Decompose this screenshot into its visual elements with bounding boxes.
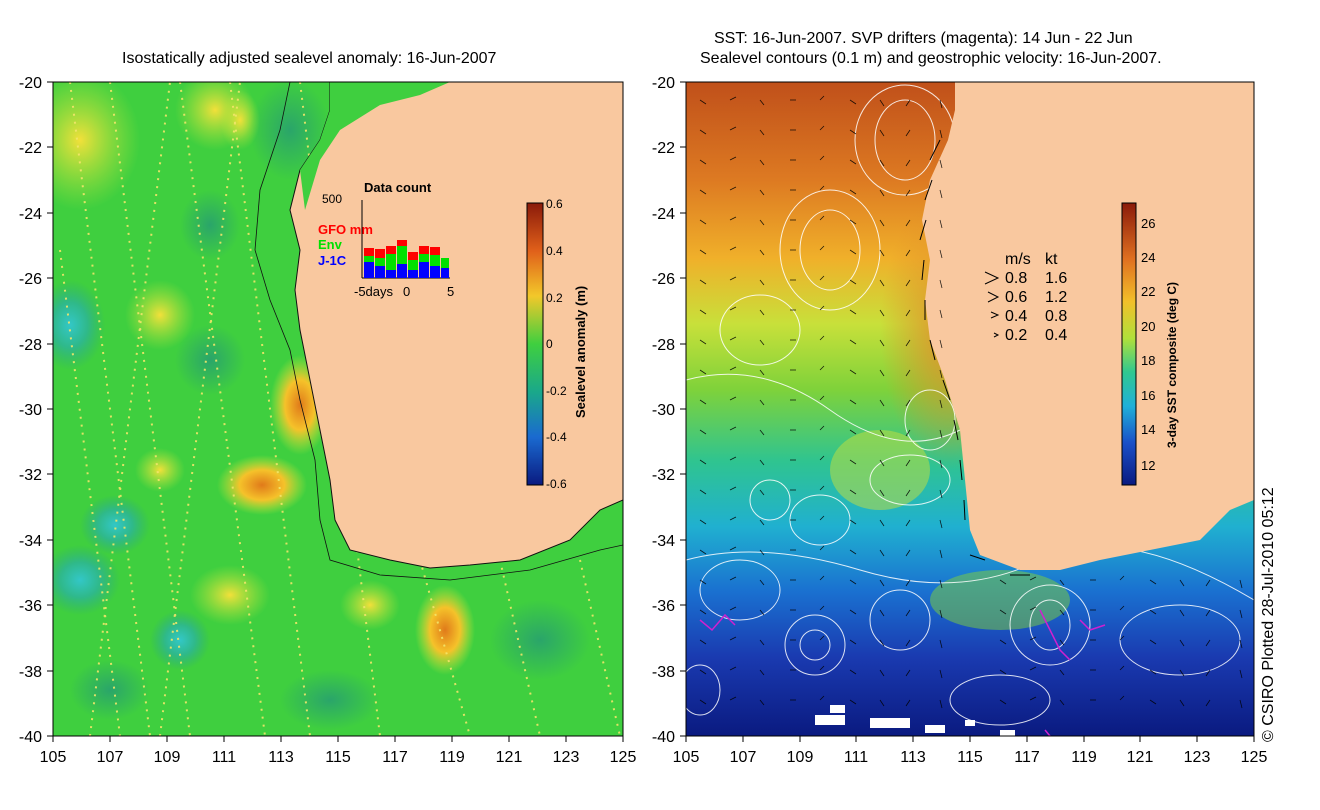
right-x-tick: 105 xyxy=(673,749,700,766)
right-map-title-line2: Sealevel contours (0.1 m) and geostrophi… xyxy=(700,50,1162,67)
sst-colorbar-tick: 26 xyxy=(1141,216,1155,231)
sealevel-colorbar: 0.6 0.4 0.2 0 -0.2 -0.4 -0.6 Sealevel an… xyxy=(526,197,588,491)
left-x-tick: 115 xyxy=(325,749,351,766)
right-y-tick: -26 xyxy=(652,271,675,288)
right-x-tick: 109 xyxy=(787,749,814,766)
data-count-ymax: 500 xyxy=(322,192,342,206)
velocity-legend: m/s kt 0.8 1.6 0.6 1.2 0.4 0.8 0.2 0.4 xyxy=(984,251,1067,344)
sst-colorbar: 26 24 22 20 18 16 14 12 3-day SST compos… xyxy=(1121,202,1179,486)
left-y-tick: -26 xyxy=(19,271,42,288)
right-y-tick: -22 xyxy=(652,140,675,157)
legend-gfo: GFO mm xyxy=(318,222,373,237)
left-x-tick: 119 xyxy=(439,749,465,766)
left-x-tick: 121 xyxy=(496,749,523,766)
velocity-kt: 0.8 xyxy=(1045,308,1067,325)
right-x-tick: 117 xyxy=(1014,749,1040,766)
right-x-tick: 111 xyxy=(844,749,868,766)
right-y-tick: -24 xyxy=(652,206,675,223)
anomaly-colorbar-label: Sealevel anomaly (m) xyxy=(573,286,588,418)
sst-colorbar-tick: 14 xyxy=(1141,422,1155,437)
left-map-title: Isostatically adjusted sealevel anomaly:… xyxy=(122,50,497,67)
velocity-kt: 0.4 xyxy=(1045,327,1067,344)
data-count-x-label: 0 xyxy=(403,284,410,299)
sst-colorbar-tick: 12 xyxy=(1141,458,1155,473)
left-y-tick: -22 xyxy=(19,140,42,157)
anomaly-colorbar-tick: 0.4 xyxy=(546,244,563,258)
velocity-kt: 1.2 xyxy=(1045,289,1067,306)
left-x-tick: 113 xyxy=(268,749,294,766)
right-x-tick: 119 xyxy=(1071,749,1097,766)
left-y-tick: -40 xyxy=(19,729,42,746)
data-count-x-label: 5 xyxy=(447,284,454,299)
right-x-tick: 115 xyxy=(957,749,983,766)
sst-colorbar-label: 3-day SST composite (deg C) xyxy=(1165,282,1179,448)
right-y-tick: -30 xyxy=(652,402,675,419)
right-y-tick: -36 xyxy=(652,598,675,615)
sst-colorbar-tick: 18 xyxy=(1141,353,1155,368)
sst-colorbar-tick: 16 xyxy=(1141,388,1155,403)
data-count-x-label: -5days xyxy=(354,284,394,299)
left-y-tick: -24 xyxy=(19,206,42,223)
velocity-ms: 0.4 xyxy=(1005,308,1027,325)
right-y-tick: -28 xyxy=(652,337,675,354)
left-x-tick: 117 xyxy=(382,749,408,766)
anomaly-colorbar-tick: -0.2 xyxy=(546,384,567,398)
left-x-tick: 123 xyxy=(553,749,580,766)
velocity-ms: 0.6 xyxy=(1005,289,1027,306)
legend-j1c: J-1C xyxy=(318,253,347,268)
right-x-tick: 123 xyxy=(1184,749,1211,766)
left-y-tick: -30 xyxy=(19,402,42,419)
velocity-ms: 0.2 xyxy=(1005,327,1027,344)
velocity-ms: 0.8 xyxy=(1005,270,1027,287)
left-x-tick: 109 xyxy=(154,749,181,766)
anomaly-colorbar-tick: 0.2 xyxy=(546,291,563,305)
right-x-tick: 107 xyxy=(730,749,757,766)
left-y-tick: -36 xyxy=(19,598,42,615)
left-x-tick: 105 xyxy=(40,749,67,766)
anomaly-colorbar-tick: 0 xyxy=(546,337,553,351)
left-y-tick: -32 xyxy=(19,467,42,484)
data-count-title: Data count xyxy=(364,180,432,195)
legend-env: Env xyxy=(318,237,343,252)
velocity-header-ms: m/s xyxy=(1005,251,1031,268)
right-y-tick: -38 xyxy=(652,664,675,681)
right-x-tick: 125 xyxy=(1241,749,1268,766)
right-map-title-line1: SST: 16-Jun-2007. SVP drifters (magenta)… xyxy=(714,30,1133,47)
left-y-tick: -38 xyxy=(19,664,42,681)
sst-colorbar-tick: 24 xyxy=(1141,250,1155,265)
right-x-tick: 113 xyxy=(900,749,926,766)
right-y-tick: -32 xyxy=(652,467,675,484)
plot-credit: © CSIRO Plotted 28-Jul-2010 05:12 xyxy=(1260,487,1277,742)
velocity-kt: 1.6 xyxy=(1045,270,1067,287)
left-y-tick: -20 xyxy=(19,75,42,92)
right-y-tick: -40 xyxy=(652,729,675,746)
right-y-tick: -20 xyxy=(652,75,675,92)
left-y-tick: -28 xyxy=(19,337,42,354)
left-x-tick: 107 xyxy=(97,749,124,766)
left-x-tick: 111 xyxy=(212,749,236,766)
left-x-tick: 125 xyxy=(610,749,637,766)
anomaly-colorbar-tick: 0.6 xyxy=(546,197,563,211)
right-x-tick: 121 xyxy=(1127,749,1154,766)
sst-colorbar-tick: 22 xyxy=(1141,284,1155,299)
left-y-tick: -34 xyxy=(19,533,42,550)
velocity-header-kt: kt xyxy=(1045,251,1058,268)
data-count-inset: Data count 500 GFO mm Env J-1C -5days 0 … xyxy=(318,180,454,299)
sst-colorbar-tick: 20 xyxy=(1141,319,1155,334)
anomaly-colorbar-tick: -0.4 xyxy=(546,430,567,444)
right-y-tick: -34 xyxy=(652,533,675,550)
anomaly-colorbar-tick: -0.6 xyxy=(546,477,567,491)
